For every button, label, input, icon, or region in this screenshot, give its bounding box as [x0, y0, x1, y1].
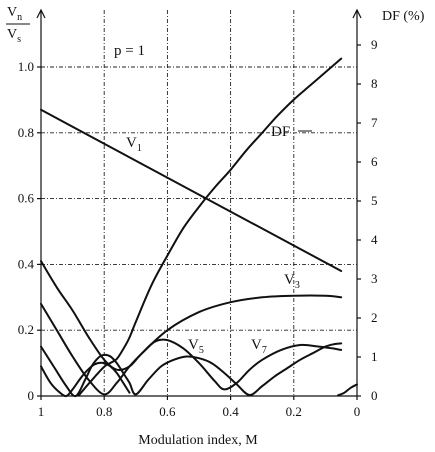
y-left-tick-label-5: 1.0: [18, 59, 34, 74]
series-v9-line: [40, 361, 131, 398]
y-right-tick-label-3: 3: [371, 271, 378, 286]
series-label-df: DF: [271, 124, 290, 140]
x-tick-label-5: 0: [354, 404, 361, 419]
x-tick-label-1: 0.8: [96, 404, 112, 419]
y-right-tick-label-1: 1: [371, 349, 378, 364]
y-right-tick-label-8: 8: [371, 76, 378, 91]
y-left-arrow: [36, 8, 46, 19]
series-label-v1: V1: [126, 135, 142, 154]
y-left-tick-label-1: 0.2: [18, 322, 34, 337]
y-right-tick-label-9: 9: [371, 37, 378, 52]
y-right-arrow: [352, 8, 362, 19]
y-right-tick-label-0: 0: [371, 388, 378, 403]
x-axis-title: Modulation index, M: [138, 433, 258, 448]
series-v5-line: [40, 302, 343, 396]
x-tick-label-2: 0.6: [159, 404, 176, 419]
y-right-axis-title: DF (%): [382, 9, 425, 24]
series-label-v3: V3: [284, 272, 300, 291]
annotation-p: p = 1: [114, 43, 145, 59]
series-labels: V1 V3 V5 V7 DF: [126, 124, 312, 356]
series-df-line: [77, 57, 343, 397]
x-tick-label-3: 0.4: [222, 404, 239, 419]
y-left-tick-label-2: 0.4: [18, 256, 35, 271]
series-label-v5: V5: [188, 337, 204, 356]
y-left-axis-title: Vn Vs: [6, 5, 30, 45]
y-right-tick-label-5: 5: [371, 193, 378, 208]
y-right-tick-label-6: 6: [371, 154, 378, 169]
y-left-tick-label-0: 0: [28, 388, 35, 403]
y-left-denominator: Vs: [7, 27, 21, 45]
y-left-tick-label-4: 0.8: [18, 125, 34, 140]
y-right-tick-label-7: 7: [371, 115, 378, 130]
series-v3-line: [40, 260, 343, 372]
series-curves: [40, 57, 358, 398]
x-tick-label-4: 0.2: [286, 404, 302, 419]
y-right-tick-label-2: 2: [371, 310, 378, 325]
series-v1-line: [40, 108, 343, 272]
gridlines: [41, 10, 357, 396]
y-left-numerator: Vn: [7, 5, 22, 23]
x-tick-label-0: 1: [38, 404, 45, 419]
axes: [36, 8, 362, 400]
y-left-tick-label-3: 0.6: [18, 191, 35, 206]
series-label-v7: V7: [251, 337, 267, 356]
y-right-tick-label-4: 4: [371, 232, 378, 247]
series-v11-line: [337, 383, 358, 397]
